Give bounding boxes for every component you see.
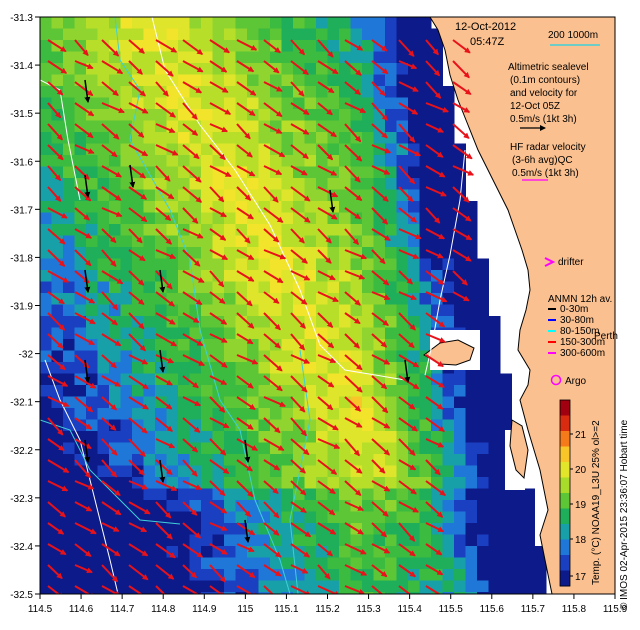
y-tick-label: -32: [19, 350, 34, 361]
y-tick-label: -31.5: [10, 109, 33, 120]
y-tick-label: -32.2: [10, 446, 33, 457]
x-tick-label: 114.9: [192, 604, 217, 615]
scale-bar-label: 200 1000m: [548, 30, 598, 41]
anmn-label: 80-150m: [560, 326, 599, 337]
y-tick-label: -31.8: [10, 253, 33, 264]
colorbar-cell: [560, 446, 570, 463]
anmn-label: 0-30m: [560, 304, 588, 315]
colorbar-cell: [560, 415, 570, 432]
x-tick-label: 114.5: [28, 604, 53, 615]
alti-line-2: (0.1m contours): [510, 75, 580, 86]
colorbar-cell: [560, 462, 570, 478]
colorbar-cell: [560, 570, 570, 587]
x-tick-label: 115: [237, 604, 253, 615]
colorbar-label: Temp. (°C) NOAA19_L3U 25% ol>=2: [591, 420, 602, 585]
y-tick-label: -32.5: [10, 590, 33, 601]
x-tick-label: 115.2: [315, 604, 340, 615]
colorbar: 21 20 19 18 17 Temp. (°C) NOAA19_L3U 25% ol>…: [559, 399, 602, 587]
hf-line-2: (3-6h avg)QC: [512, 155, 573, 166]
argo-float-icon: [550, 374, 562, 386]
y-tick-label: -31.7: [10, 205, 33, 216]
colorbar-cell: [560, 477, 570, 494]
x-tick-label: 115.3: [356, 604, 381, 615]
x-tick-label: 114.8: [151, 604, 176, 615]
colorbar-tick-label: 20: [575, 465, 587, 476]
colorbar-cell: [560, 555, 570, 571]
colorbar-cell: [560, 539, 570, 556]
colorbar-tick-label: 18: [575, 535, 587, 546]
anmn-label: 30-80m: [560, 315, 594, 326]
anmn-label: 300-600m: [560, 348, 605, 359]
altimetry-legend: Altimetric sealevel (0.1m contours) and …: [508, 62, 589, 131]
hf-line-1: HF radar velocity: [510, 142, 586, 153]
x-axis: 114.5 114.6 114.7 114.8 114.9 115 115.1 115.2 11…: [28, 594, 628, 615]
y-tick-label: -31.4: [10, 61, 33, 72]
colorbar-cell: [560, 524, 570, 540]
colorbar-cell: [560, 508, 570, 525]
alti-line-1: Altimetric sealevel: [508, 62, 589, 73]
x-tick-label: 115.7: [521, 604, 546, 615]
y-axis: -31.3 -31.4 -31.5 -31.6 -31.7 -31.8 -31.9 -32 -3…: [10, 13, 40, 601]
credit-text: © IMOS 02-Apr-2015 23:36:07 Hobart time: [619, 419, 630, 610]
y-tick-label: -31.3: [10, 13, 33, 24]
x-tick-label: 115.8: [562, 604, 587, 615]
alti-line-3: and velocity for: [510, 88, 578, 99]
y-tick-label: -32.3: [10, 494, 33, 505]
x-tick-label: 114.7: [110, 604, 135, 615]
y-tick-label: -31.6: [10, 157, 33, 168]
anmn-title: ANMN 12h av.: [548, 294, 612, 305]
colorbar-cell: [560, 431, 570, 447]
anmn-legend: ANMN 12h av. 0-30m30-80m80-150m150-300m3…: [548, 294, 618, 359]
x-tick-label: 115.6: [480, 604, 505, 615]
x-tick-label: 115.5: [439, 604, 464, 615]
y-tick-label: -31.9: [10, 302, 33, 313]
y-tick-label: -32.1: [10, 398, 33, 409]
anmn-label: 150-300m: [560, 337, 605, 348]
x-tick-label: 115.1: [274, 604, 299, 615]
garden-island: [509, 419, 529, 480]
x-tick-label: 115.9: [603, 604, 628, 615]
map-time: 05:47Z: [470, 36, 505, 48]
drifter-marker-icon: [544, 257, 556, 267]
argo-label: Argo: [565, 376, 587, 387]
drifter-label: drifter: [558, 257, 584, 268]
alti-line-4: 12-Oct 05Z: [510, 101, 560, 112]
x-tick-label: 115.4: [397, 604, 422, 615]
colorbar-tick-label: 17: [575, 572, 587, 583]
colorbar-cell: [560, 493, 570, 509]
alti-line-5: 0.5m/s (1kt 3h): [510, 114, 577, 125]
map-date: 12-Oct-2012: [455, 21, 516, 33]
colorbar-tick-label: 21: [575, 430, 587, 441]
hf-line-3: 0.5m/s (1kt 3h): [512, 168, 579, 179]
colorbar-tick-label: 19: [575, 500, 587, 511]
velocity-vectors: [47, 39, 475, 594]
place-label-perth: Perth: [594, 331, 618, 342]
hf-radar-legend: HF radar velocity (3-6h avg)QC 0.5m/s (1…: [510, 142, 586, 181]
colorbar-cell: [560, 400, 570, 416]
y-tick-label: -32.4: [10, 542, 33, 553]
x-tick-label: 114.6: [69, 604, 94, 615]
